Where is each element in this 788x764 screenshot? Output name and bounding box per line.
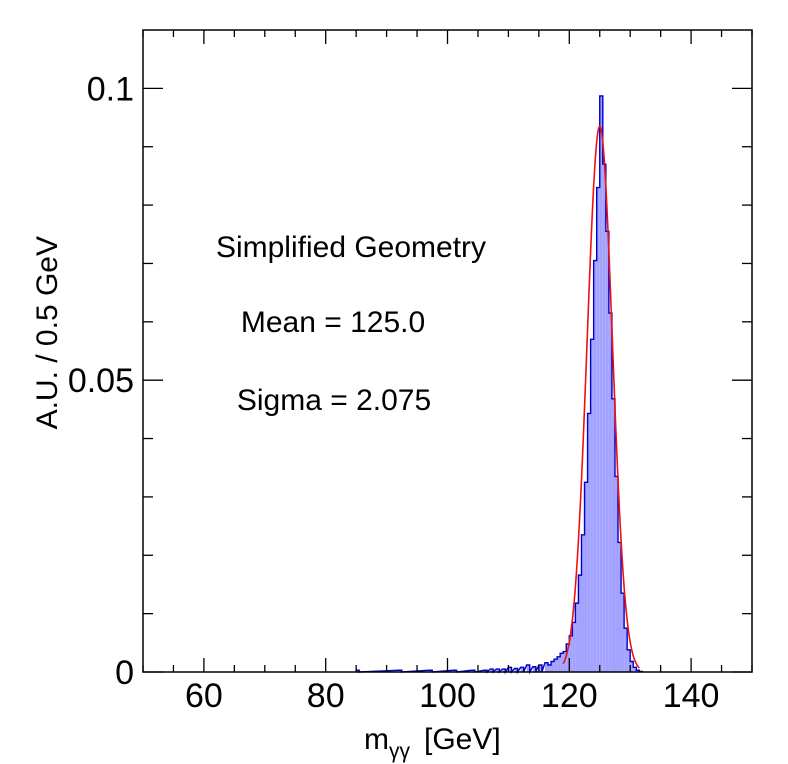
x-tick-label: 60 bbox=[185, 677, 223, 715]
x-tick-label: 120 bbox=[541, 677, 598, 715]
hist-bar-16 bbox=[547, 664, 552, 672]
y-tick-label: 0.05 bbox=[68, 362, 134, 400]
hist-bar-41 bbox=[624, 628, 628, 672]
gaussian-fit-curve bbox=[562, 125, 640, 669]
hist-bar-19 bbox=[557, 656, 561, 672]
fit-curve-layer bbox=[562, 125, 640, 669]
hist-bar-43 bbox=[630, 661, 634, 672]
hist-bar-22 bbox=[566, 643, 570, 672]
hist-bar-28 bbox=[584, 482, 588, 672]
x-tick-label: 100 bbox=[419, 677, 476, 715]
hist-bar-37 bbox=[611, 398, 615, 672]
x-axis-title-subscript: γγ bbox=[389, 740, 411, 763]
x-tick-label: 80 bbox=[307, 677, 345, 715]
annotation-mean: Mean = 125.0 bbox=[241, 306, 425, 339]
y-axis-title: A.U. / 0.5 GeV bbox=[31, 236, 64, 429]
hist-bar-9 bbox=[508, 667, 512, 672]
hist-bar-29 bbox=[587, 413, 591, 672]
hist-bar-44 bbox=[633, 667, 637, 672]
hist-bar-23 bbox=[569, 635, 573, 672]
hist-bar-24 bbox=[572, 622, 576, 672]
x-tick-label: 140 bbox=[663, 677, 720, 715]
hist-bar-39 bbox=[618, 542, 622, 672]
x-axis-title-unit: [GeV] bbox=[424, 723, 501, 756]
hist-bar-7 bbox=[496, 669, 500, 672]
hist-bar-25 bbox=[575, 603, 579, 672]
hist-bar-4 bbox=[471, 670, 475, 672]
hist-bar-35 bbox=[605, 231, 609, 672]
x-axis-title: mγγ [GeV] bbox=[364, 723, 501, 763]
hist-bar-6 bbox=[490, 669, 494, 672]
hist-outline bbox=[355, 95, 644, 675]
hist-bar-8 bbox=[502, 669, 506, 672]
hist-bar-1 bbox=[398, 670, 402, 672]
hist-bar-18 bbox=[554, 659, 558, 672]
hist-bar-2 bbox=[429, 670, 433, 672]
hist-bar-40 bbox=[621, 593, 625, 672]
hist-bar-20 bbox=[560, 653, 564, 672]
hist-bar-15 bbox=[544, 662, 548, 672]
hist-bar-34 bbox=[602, 164, 606, 672]
histogram-layer bbox=[143, 95, 752, 675]
hist-bar-0 bbox=[356, 670, 360, 672]
hist-bar-3 bbox=[453, 670, 457, 672]
hist-bar-27 bbox=[581, 534, 585, 672]
hist-bar-17 bbox=[551, 661, 555, 672]
annotation-title: Simplified Geometry bbox=[216, 231, 486, 264]
x-axis-title-main: m bbox=[364, 723, 389, 756]
axis-ticks: 60 80 100 120 140 0 0.05 0.1 bbox=[68, 30, 753, 715]
hist-bar-11 bbox=[520, 667, 524, 672]
hist-bar-32 bbox=[596, 187, 600, 672]
hist-bar-31 bbox=[593, 260, 597, 672]
hist-bar-45 bbox=[636, 670, 640, 672]
hist-bar-13 bbox=[532, 666, 536, 672]
hist-bar-36 bbox=[608, 313, 612, 672]
hist-bar-26 bbox=[578, 575, 582, 672]
hist-bar-42 bbox=[627, 649, 631, 672]
hist-bar-38 bbox=[614, 476, 619, 672]
annotation-sigma: Sigma = 2.075 bbox=[237, 384, 431, 417]
y-tick-label: 0 bbox=[115, 654, 134, 692]
hist-bar-33 bbox=[599, 95, 603, 672]
y-tick-label: 0.1 bbox=[87, 70, 134, 108]
hist-bar-10 bbox=[514, 668, 518, 672]
plot-frame bbox=[142, 29, 753, 673]
hist-bar-5 bbox=[484, 670, 488, 672]
hist-bar-12 bbox=[526, 664, 530, 672]
hist-bar-14 bbox=[538, 664, 542, 672]
hist-bar-30 bbox=[590, 339, 594, 672]
